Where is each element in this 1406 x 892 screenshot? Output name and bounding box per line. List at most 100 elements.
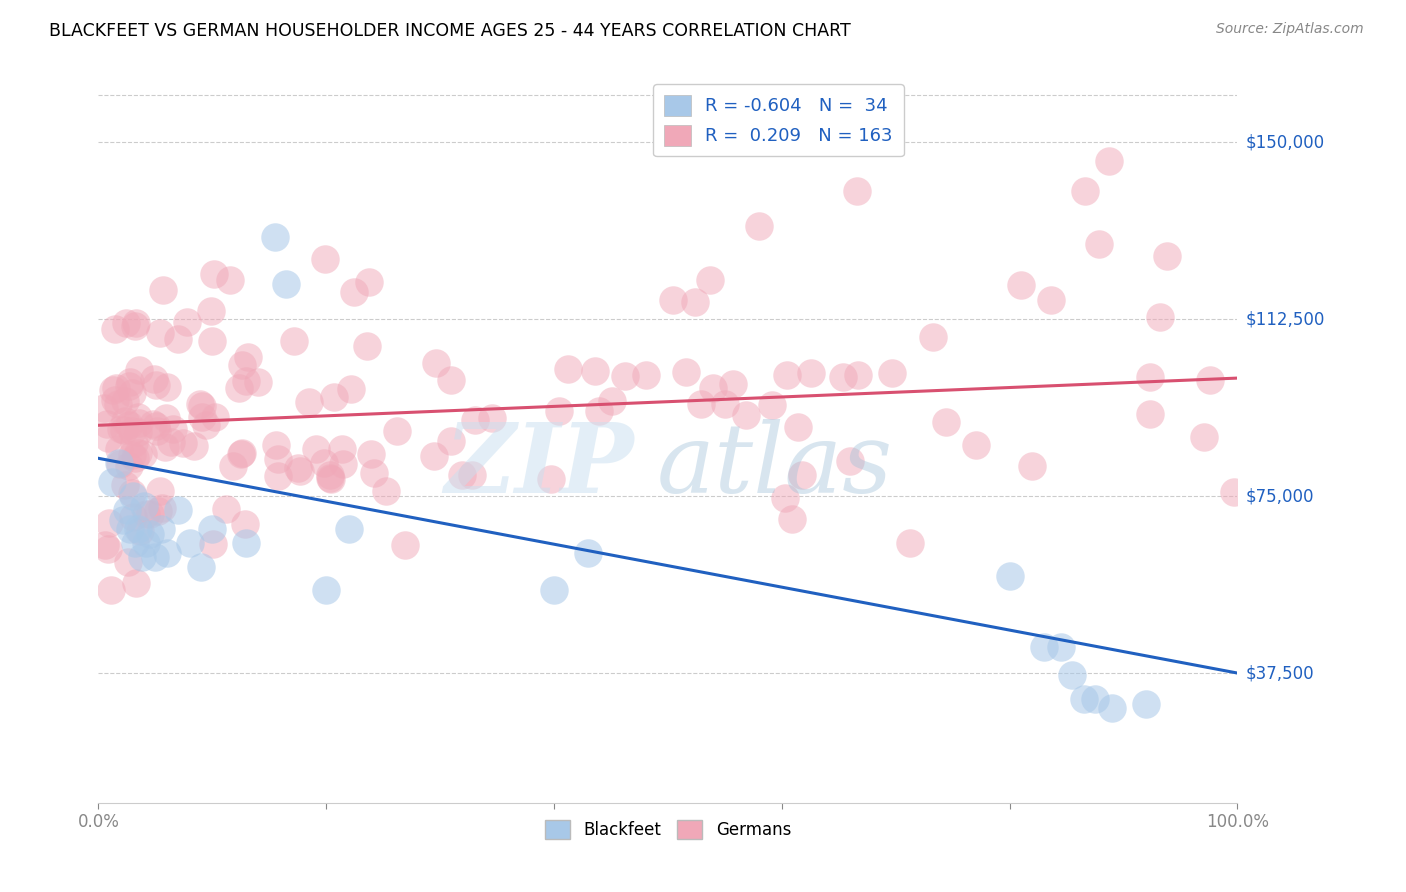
Point [800,366,823,380]
Point [267,451,290,466]
Point [195,418,218,433]
Point [200,303,222,318]
Point [218,273,240,287]
Point [139,508,162,522]
Point [1139,407,1161,421]
Point [540,472,562,486]
Point [1010,277,1032,292]
Point [363,466,385,480]
Point [156,546,179,560]
Point [288,464,311,478]
Text: atlas: atlas [657,419,893,513]
Point [287,461,309,475]
Point [202,537,225,551]
Point [101,383,124,397]
Point [101,475,124,489]
Point [117,555,139,569]
Point [1021,458,1043,473]
Point [1139,370,1161,384]
Point [125,316,148,330]
Point [543,583,565,598]
Point [385,425,408,439]
Point [464,413,486,427]
Point [1192,430,1215,444]
Point [228,381,250,395]
Point [304,442,326,457]
Point [339,382,361,396]
Point [125,575,148,590]
Point [357,275,380,289]
Point [215,502,238,516]
Point [319,467,342,482]
Point [114,393,136,408]
Point [600,393,623,408]
Point [167,503,190,517]
Point [135,508,157,522]
Point [231,358,253,372]
Text: $150,000: $150,000 [1246,133,1324,151]
Point [150,501,173,516]
Point [1098,153,1121,168]
Point [108,456,131,470]
Point [150,522,173,536]
Point [202,267,225,281]
Point [145,378,167,392]
Point [702,381,724,395]
Point [100,583,122,598]
Point [880,366,903,380]
Point [748,219,770,233]
Point [114,477,136,491]
Point [121,489,143,503]
Text: $37,500: $37,500 [1246,664,1315,682]
Point [782,511,804,525]
Point [634,368,657,382]
Point [183,438,205,452]
Text: $112,500: $112,500 [1246,310,1324,328]
Point [440,373,463,387]
Point [1039,293,1062,307]
Point [319,472,342,486]
Point [1073,185,1095,199]
Point [683,294,706,309]
Point [356,339,378,353]
Point [1088,237,1111,252]
Point [921,330,943,344]
Point [229,447,252,461]
Text: Source: ZipAtlas.com: Source: ZipAtlas.com [1216,22,1364,37]
Point [153,440,176,454]
Point [614,368,637,383]
Point [191,409,214,424]
Point [122,435,145,450]
Point [734,408,756,422]
Point [235,374,257,388]
Point [337,522,360,536]
Point [97,431,120,445]
Point [118,458,141,473]
Point [121,448,143,462]
Point [787,419,810,434]
Point [283,334,305,349]
Point [699,273,721,287]
Point [662,293,685,307]
Point [1084,692,1107,706]
Point [97,516,120,530]
Point [264,229,287,244]
Point [94,538,117,552]
Point [332,457,354,471]
Point [965,438,987,452]
Point [105,381,128,395]
Point [188,397,211,411]
Point [689,396,711,410]
Point [145,418,167,433]
Point [375,484,398,499]
Point [128,416,150,430]
Point [124,536,146,550]
Point [1199,373,1222,387]
Point [121,385,143,400]
Point [112,513,135,527]
Point [848,368,870,382]
Point [96,542,118,557]
Point [131,550,153,565]
Point [998,569,1021,583]
Point [179,536,201,550]
